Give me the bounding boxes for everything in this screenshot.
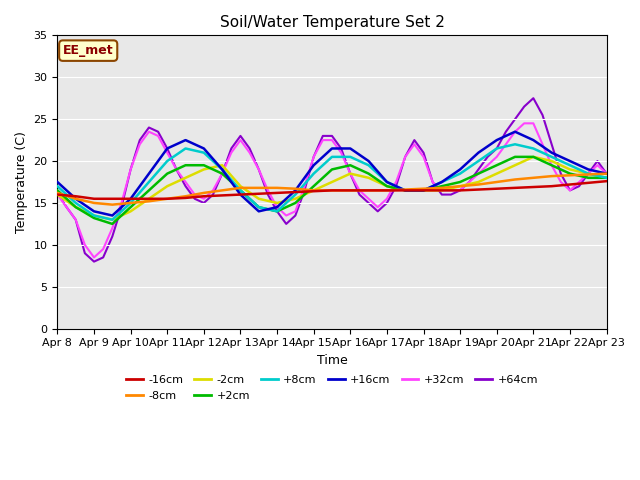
- Legend: -16cm, -8cm, -2cm, +2cm, +8cm, +16cm, +32cm, +64cm: -16cm, -8cm, -2cm, +2cm, +8cm, +16cm, +3…: [122, 371, 543, 405]
- X-axis label: Time: Time: [317, 354, 348, 367]
- Title: Soil/Water Temperature Set 2: Soil/Water Temperature Set 2: [220, 15, 444, 30]
- Y-axis label: Temperature (C): Temperature (C): [15, 131, 28, 233]
- Text: EE_met: EE_met: [63, 44, 113, 57]
